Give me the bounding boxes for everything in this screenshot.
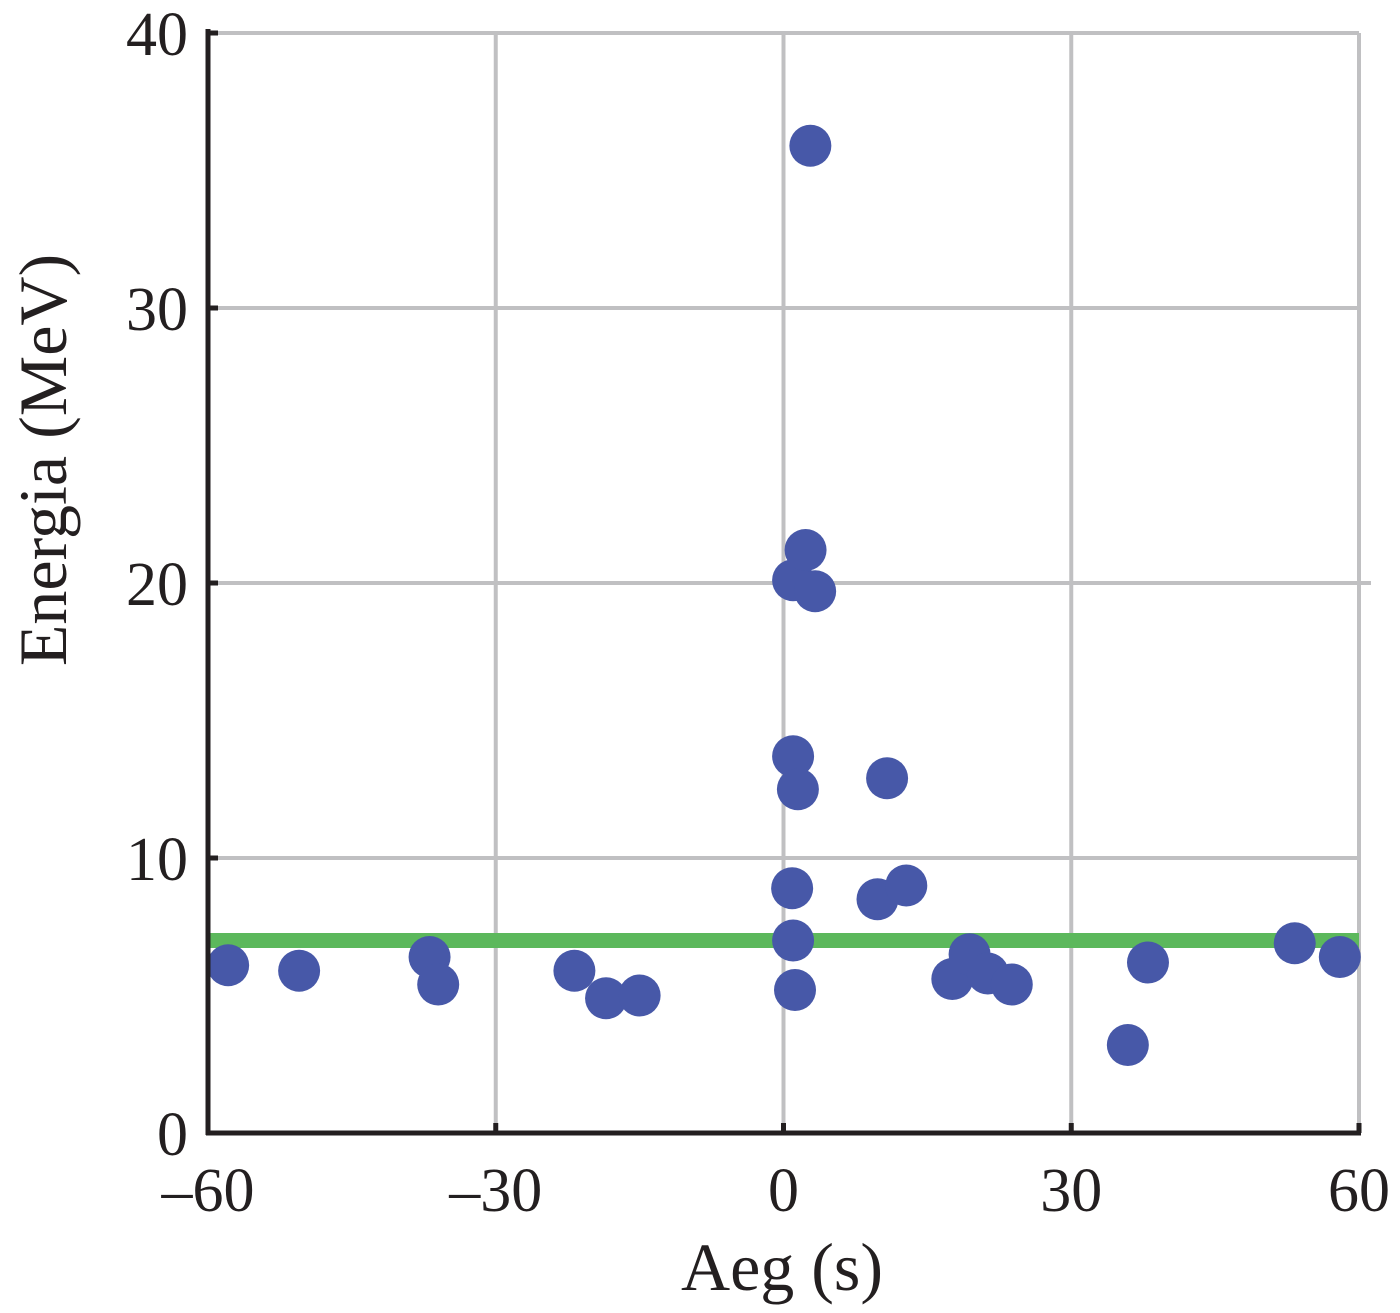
x-tick-label: 60 <box>1328 1157 1390 1225</box>
y-tick-label: 10 <box>126 826 188 894</box>
x-tick-label: 0 <box>768 1157 799 1225</box>
data-point <box>772 919 815 962</box>
data-points <box>207 124 1361 1066</box>
axes <box>205 29 1362 1136</box>
data-point <box>885 864 928 907</box>
y-tick-label: 0 <box>157 1101 188 1169</box>
data-point <box>1273 922 1316 965</box>
y-axis-title: Energia (MeV) <box>5 254 81 666</box>
data-point <box>207 944 250 987</box>
x-axis-title: Aeg (s) <box>681 1229 883 1305</box>
data-point <box>771 867 814 910</box>
data-point <box>1106 1024 1149 1066</box>
data-point <box>417 963 460 1006</box>
tick-labels: –60 –30 0 30 60 0 10 20 30 40 <box>126 1 1390 1225</box>
data-point <box>1318 936 1361 978</box>
data-point <box>772 735 815 778</box>
data-point <box>553 949 596 992</box>
data-point <box>278 949 321 992</box>
data-point <box>774 969 817 1011</box>
y-tick-label: 40 <box>126 1 188 69</box>
data-point <box>789 124 832 167</box>
data-point <box>618 974 661 1017</box>
data-point <box>990 963 1033 1006</box>
x-tick-label: 30 <box>1040 1157 1102 1225</box>
y-tick-label: 30 <box>126 276 188 344</box>
x-tick-label: –60 <box>161 1157 255 1225</box>
data-point <box>794 570 837 613</box>
data-point <box>784 529 827 571</box>
data-point <box>585 977 628 1020</box>
y-tick-label: 20 <box>126 551 188 619</box>
data-point <box>776 768 819 811</box>
data-point <box>1126 941 1169 984</box>
x-tick-label: –30 <box>448 1157 542 1225</box>
data-point <box>866 757 909 800</box>
